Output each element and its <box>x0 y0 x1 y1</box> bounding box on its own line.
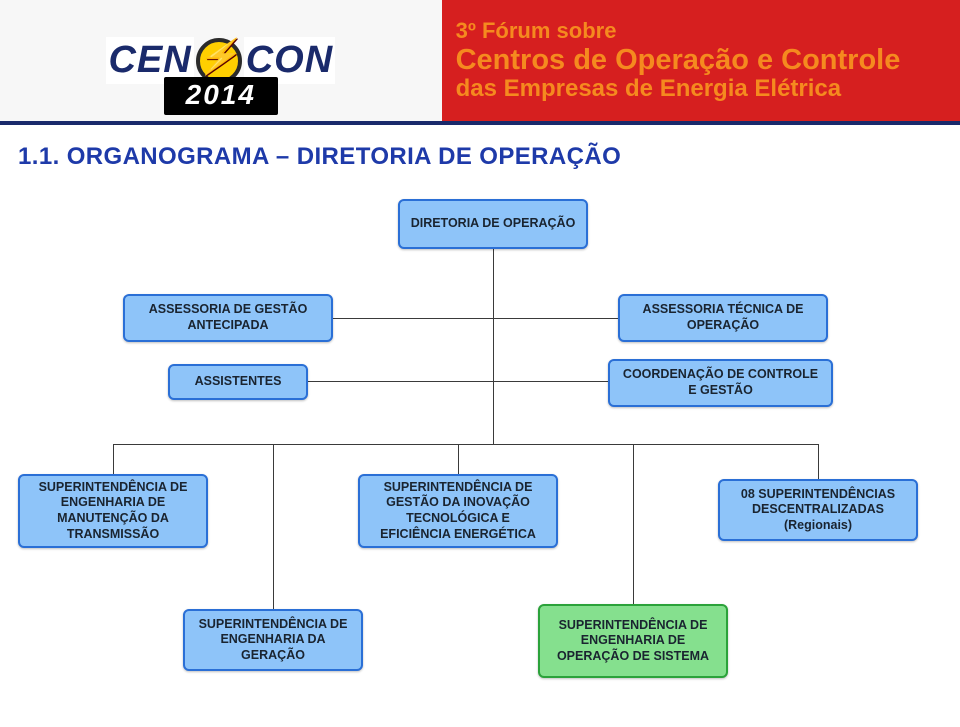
slide-body: 1.1. ORGANOGRAMA – DIRETORIA DE OPERAÇÃO… <box>0 125 960 727</box>
org-connector <box>113 444 114 474</box>
org-connector <box>458 444 459 474</box>
org-connector <box>273 444 274 609</box>
org-node-assessoria-tecnica: ASSESSORIA TÉCNICA DE OPERAÇÃO <box>618 294 828 342</box>
org-node-sup-eng-manut: SUPERINTENDÊNCIA DE ENGENHARIA DE MANUTE… <box>18 474 208 548</box>
org-node-label: ASSISTENTES <box>195 374 282 390</box>
org-node-label: DIRETORIA DE OPERAÇÃO <box>411 216 576 232</box>
org-node-label: COORDENAÇÃO DE CONTROLE E GESTÃO <box>620 367 821 398</box>
org-node-label: SUPERINTENDÊNCIA DE ENGENHARIA DE MANUTE… <box>30 480 196 543</box>
org-node-label: 08 SUPERINTENDÊNCIAS DESCENTRALIZADAS (R… <box>730 487 906 534</box>
lightning-bolt-icon: ⚡ <box>197 37 240 77</box>
org-node-label: ASSESSORIA TÉCNICA DE OPERAÇÃO <box>630 302 816 333</box>
slide-title: 1.1. ORGANOGRAMA – DIRETORIA DE OPERAÇÃO <box>18 143 942 171</box>
org-connector <box>818 444 819 479</box>
org-connector <box>308 381 608 382</box>
org-node-sup-eng-op-sist: SUPERINTENDÊNCIA DE ENGENHARIA DE OPERAÇ… <box>538 604 728 678</box>
header-text: 3º Fórum sobre Centros de Operação e Con… <box>442 20 901 101</box>
org-connector <box>633 444 634 604</box>
org-connector <box>333 318 618 319</box>
org-node-sup-descentral: 08 SUPERINTENDÊNCIAS DESCENTRALIZADAS (R… <box>718 479 918 541</box>
header-title-area: 3º Fórum sobre Centros de Operação e Con… <box>442 0 960 121</box>
org-node-label: ASSESSORIA DE GESTÃO ANTECIPADA <box>135 302 321 333</box>
logo-year: 2014 <box>164 77 278 115</box>
org-chart: DIRETORIA DE OPERAÇÃO ASSESSORIA DE GESTÃ… <box>18 199 942 719</box>
org-node-label: SUPERINTENDÊNCIA DE ENGENHARIA DA GERAÇÃ… <box>195 617 351 664</box>
org-node-sup-eng-geracao: SUPERINTENDÊNCIA DE ENGENHARIA DA GERAÇÃ… <box>183 609 363 671</box>
org-node-label: SUPERINTENDÊNCIA DE GESTÃO DA INOVAÇÃO T… <box>370 480 546 543</box>
org-node-assessoria-gestao: ASSESSORIA DE GESTÃO ANTECIPADA <box>123 294 333 342</box>
header-line3: das Empresas de Energia Elétrica <box>456 77 901 101</box>
org-node-assistentes: ASSISTENTES <box>168 364 308 400</box>
header-banner: CEN ⚡ CON 2014 3º Fórum sobre Centros de… <box>0 0 960 125</box>
header-logo-area: CEN ⚡ CON 2014 <box>0 0 442 121</box>
org-connector <box>493 249 494 444</box>
header-line1: 3º Fórum sobre <box>456 20 901 42</box>
header-line2: Centros de Operação e Controle <box>456 46 901 75</box>
org-connector <box>113 444 818 445</box>
org-node-sup-gestao-inov: SUPERINTENDÊNCIA DE GESTÃO DA INOVAÇÃO T… <box>358 474 558 548</box>
org-node-coord-controle: COORDENAÇÃO DE CONTROLE E GESTÃO <box>608 359 833 407</box>
org-node-root: DIRETORIA DE OPERAÇÃO <box>398 199 588 249</box>
org-node-label: SUPERINTENDÊNCIA DE ENGENHARIA DE OPERAÇ… <box>550 618 716 665</box>
